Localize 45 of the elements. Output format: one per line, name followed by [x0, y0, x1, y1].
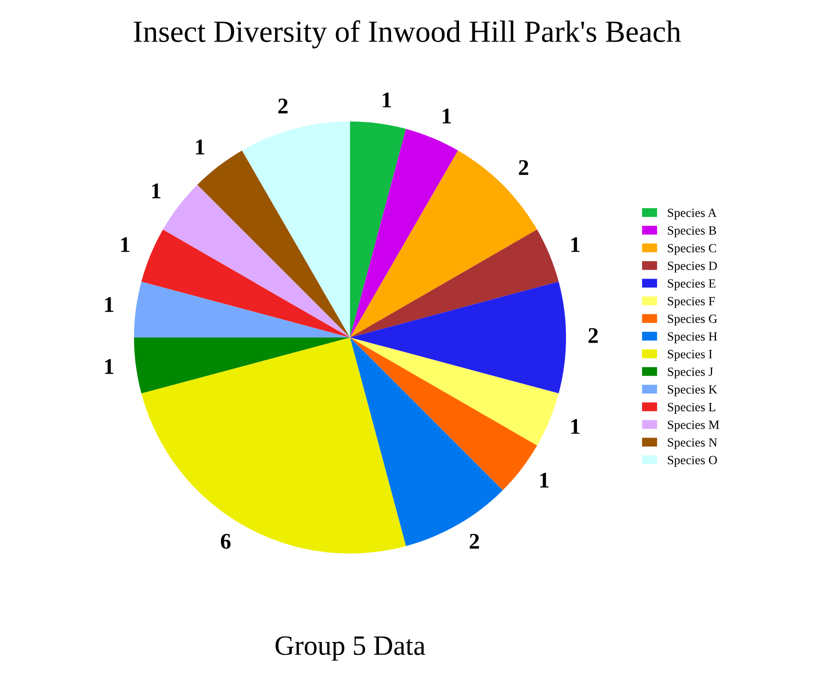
data-label: 1 [152, 184, 160, 198]
pie-slice [350, 230, 559, 338]
data-label: 2 [470, 534, 479, 549]
legend-label: Species L [668, 402, 716, 414]
data-label: 1 [121, 237, 130, 252]
pie-slice [242, 122, 350, 338]
legend-label: Species K [668, 385, 718, 396]
legend-label: Species E [668, 279, 716, 290]
data-label: 2 [588, 328, 598, 343]
data-label: 2 [278, 98, 288, 114]
data-label: 1 [105, 359, 114, 374]
pie-slice [350, 128, 458, 338]
data-label: 6 [220, 534, 231, 549]
legend-label: Species A [668, 208, 717, 220]
chart-title: Insect Diversity of Inwood Hill Park's Beach [134, 20, 681, 48]
pie-slice [134, 338, 350, 394]
data-label: 1 [105, 297, 114, 312]
legend-label: Species N [668, 438, 718, 450]
pie-slice [141, 230, 350, 338]
data-label: 1 [382, 92, 391, 108]
pie-slice [350, 338, 538, 490]
data-label: 1 [571, 237, 580, 252]
legend-label: Species B [668, 226, 716, 238]
legend-label: Species I [668, 350, 712, 361]
legend-label: Species G [668, 314, 718, 326]
pie-slice [141, 338, 406, 554]
legend-label: Species C [668, 244, 716, 255]
pie-slice [350, 282, 566, 394]
data-label: 1 [540, 472, 548, 488]
data-label: 2 [518, 160, 528, 175]
pie-slice [162, 184, 350, 338]
legend-label: Species D [668, 262, 717, 273]
legend-label: Species M [668, 420, 720, 432]
pie-slice [350, 122, 406, 338]
legend-label: Species O [668, 456, 717, 467]
data-label: 1 [571, 419, 580, 434]
pie-slice [134, 282, 350, 338]
legend-label: Species F [668, 296, 715, 308]
data-label: 1 [442, 108, 451, 124]
text: Group 5 Data [276, 636, 426, 661]
legend-label: Species J [668, 368, 713, 379]
pie-slice [350, 338, 559, 446]
legend-label: Species H [668, 332, 718, 344]
pie-slice [350, 150, 538, 338]
data-label: 1 [196, 140, 204, 154]
